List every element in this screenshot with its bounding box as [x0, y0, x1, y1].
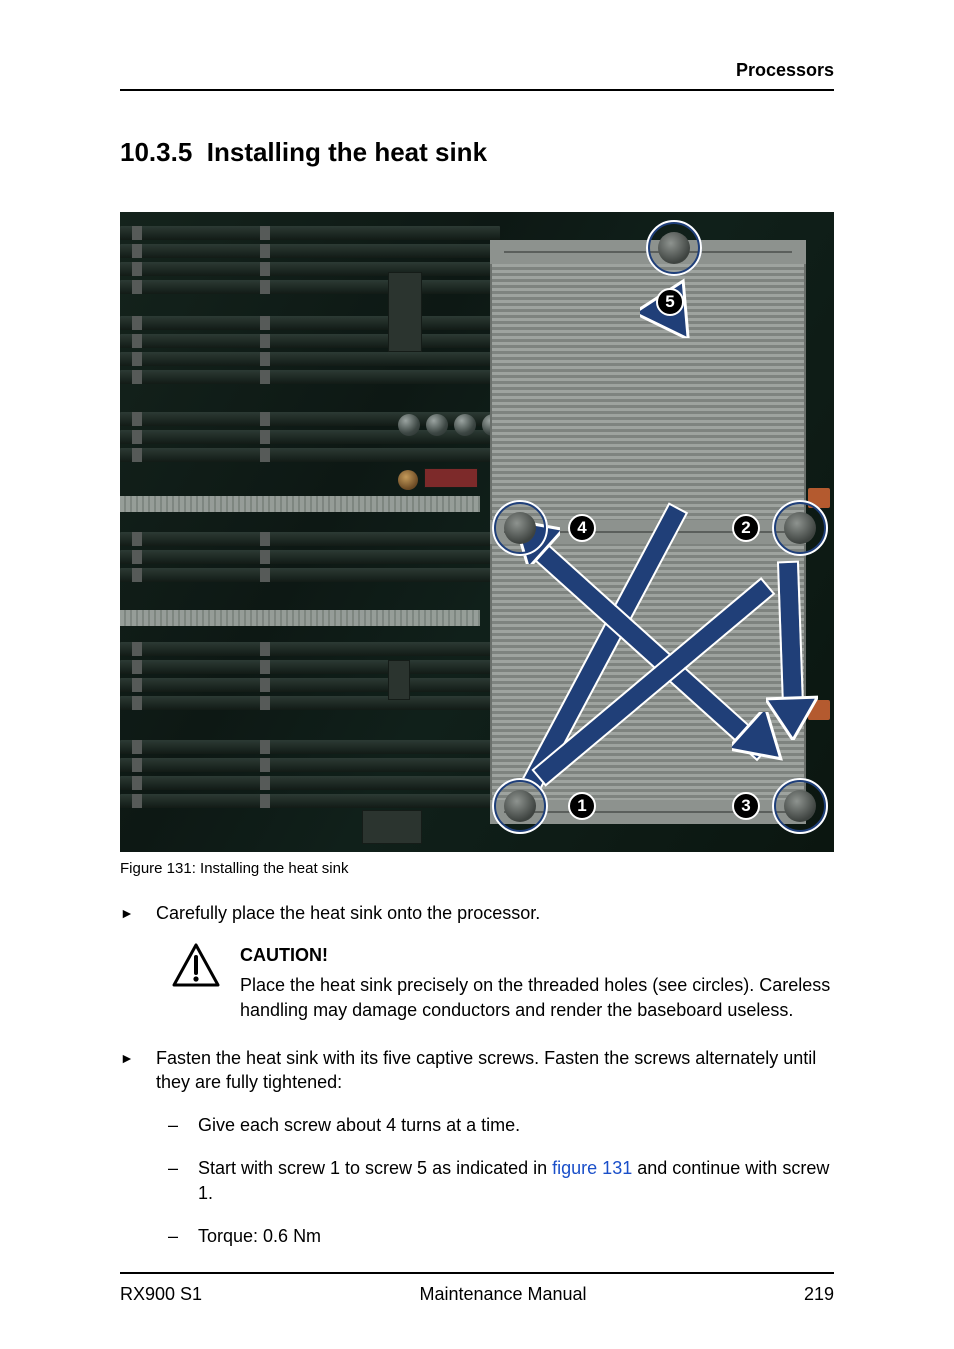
board-image: 5 4 2 1 3 [120, 212, 834, 852]
step-2: ► Fasten the heat sink with its five cap… [120, 1046, 834, 1095]
screw-label-2: 2 [732, 514, 760, 542]
figure-caption: Figure 131: Installing the heat sink [120, 860, 834, 877]
screw-label-5: 5 [656, 288, 684, 316]
figure: 5 4 2 1 3 [120, 212, 834, 852]
step-marker-icon: ► [120, 1046, 138, 1095]
substep-a: – Give each screw about 4 turns at a tim… [168, 1113, 834, 1138]
caution-title: CAUTION! [240, 943, 834, 969]
screw-label-1: 1 [568, 792, 596, 820]
screw-ring-3 [772, 778, 828, 834]
substep-b-text: Start with screw 1 to screw 5 as indicat… [198, 1156, 834, 1206]
screw-ring-5 [646, 220, 702, 276]
footer-left: RX900 S1 [120, 1284, 202, 1305]
substep-b: – Start with screw 1 to screw 5 as indic… [168, 1156, 834, 1206]
screw-label-3: 3 [732, 792, 760, 820]
screw-ring-4 [492, 500, 548, 556]
screw-label-4: 4 [568, 514, 596, 542]
step-marker-icon: ► [120, 901, 138, 925]
footer-center: Maintenance Manual [419, 1284, 586, 1305]
step-1-text: Carefully place the heat sink onto the p… [156, 901, 540, 925]
screw-ring-2 [772, 500, 828, 556]
substep-c-text: Torque: 0.6 Nm [198, 1224, 321, 1249]
section-heading: 10.3.5 Installing the heat sink [120, 137, 834, 168]
caution-icon [172, 943, 220, 987]
page-footer: RX900 S1 Maintenance Manual 219 [120, 1272, 834, 1305]
dash-icon: – [168, 1113, 182, 1138]
figure-caption-text: Installing the heat sink [200, 860, 348, 877]
substep-a-text: Give each screw about 4 turns at a time. [198, 1113, 520, 1138]
page-category: Processors [120, 60, 834, 91]
caution-block: CAUTION! Place the heat sink precisely o… [172, 943, 834, 1024]
section-number: 10.3.5 [120, 137, 192, 167]
dash-icon: – [168, 1224, 182, 1249]
substep-c: – Torque: 0.6 Nm [168, 1224, 834, 1249]
figure-caption-prefix: Figure 131: [120, 860, 200, 877]
figure-reference-link[interactable]: figure 131 [552, 1158, 632, 1178]
step-1: ► Carefully place the heat sink onto the… [120, 901, 834, 925]
substep-b-pre: Start with screw 1 to screw 5 as indicat… [198, 1158, 552, 1178]
footer-right: 219 [804, 1284, 834, 1305]
step-2-text: Fasten the heat sink with its five capti… [156, 1046, 834, 1095]
screw-ring-1 [492, 778, 548, 834]
arrow-head-icon [766, 688, 818, 740]
dash-icon: – [168, 1156, 182, 1206]
caution-body: Place the heat sink precisely on the thr… [240, 973, 834, 1024]
section-title: Installing the heat sink [207, 137, 487, 167]
